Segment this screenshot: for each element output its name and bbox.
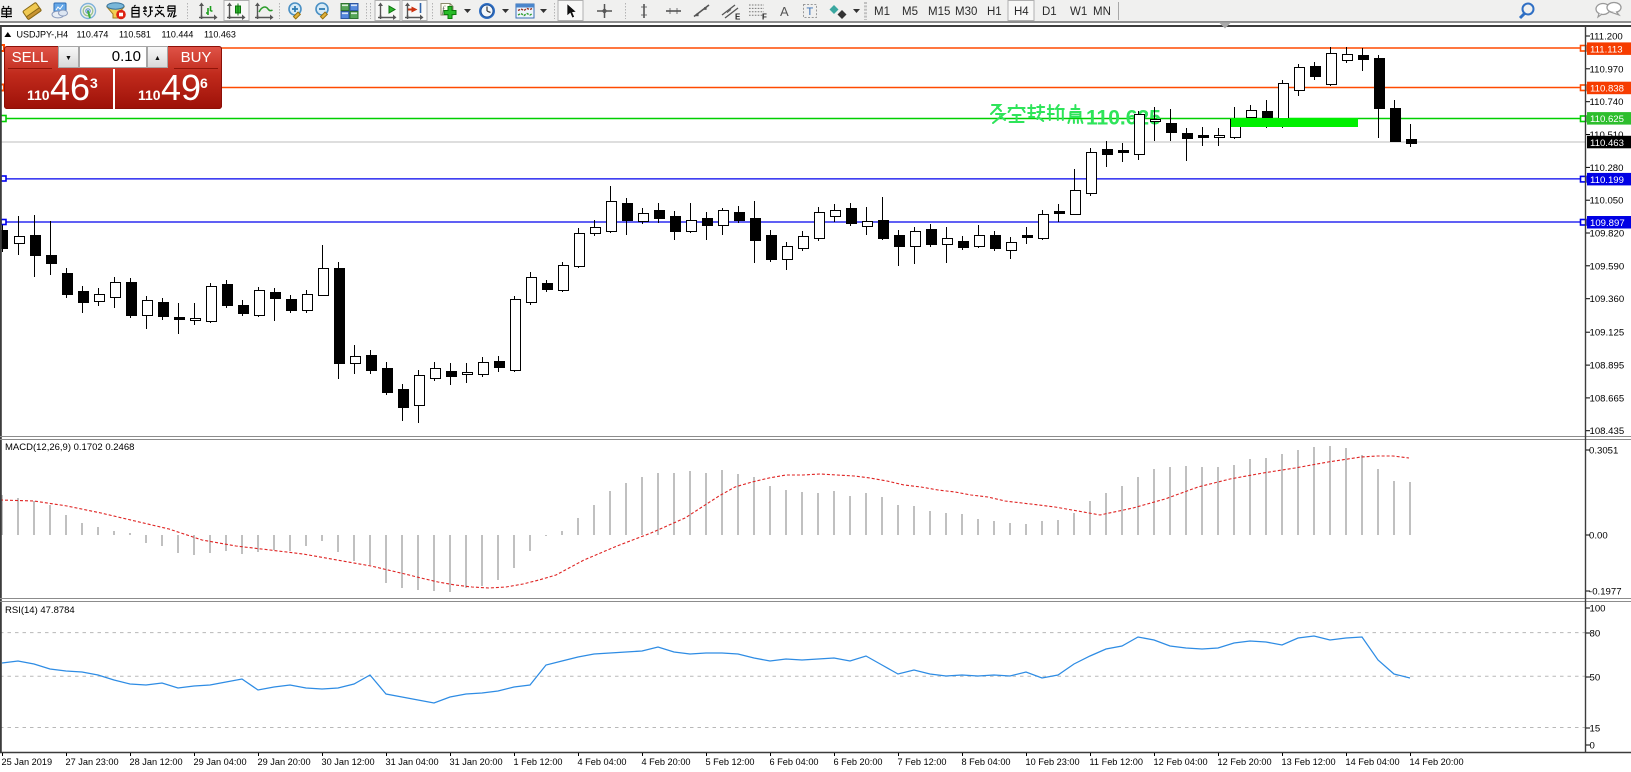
svg-text:110.838: 110.838 [1590,84,1624,95]
svg-text:110.463: 110.463 [204,30,236,40]
svg-text:110.740: 110.740 [1590,97,1624,108]
svg-text:29 Jan 04:00: 29 Jan 04:00 [194,757,247,767]
svg-text:1 Feb 12:00: 1 Feb 12:00 [514,757,563,767]
svg-text:14 Feb 20:00: 14 Feb 20:00 [1410,757,1464,767]
svg-text:T: T [807,6,814,18]
svg-text:111.113: 111.113 [1590,44,1623,55]
svg-text:111.200: 111.200 [1590,32,1623,43]
svg-text:4 Feb 04:00: 4 Feb 04:00 [578,757,627,767]
svg-text:E: E [735,13,741,22]
svg-text:108.435: 108.435 [1590,426,1625,437]
svg-text:M1: M1 [874,6,890,18]
svg-text:80: 80 [1590,629,1601,640]
svg-text:109.897: 109.897 [1590,218,1625,229]
svg-text:50: 50 [1590,673,1601,684]
svg-text:110.474: 110.474 [77,30,109,40]
svg-text:109.820: 109.820 [1590,229,1625,240]
svg-text:28 Jan 12:00: 28 Jan 12:00 [130,757,183,767]
svg-text:4 Feb 20:00: 4 Feb 20:00 [642,757,691,767]
svg-text:110.444: 110.444 [162,30,194,40]
svg-text:-0.1977: -0.1977 [1589,587,1622,598]
svg-text:7 Feb 12:00: 7 Feb 12:00 [898,757,947,767]
svg-text:H4: H4 [1014,6,1029,18]
svg-text:110.581: 110.581 [119,30,151,40]
svg-text:108.665: 108.665 [1590,393,1625,404]
svg-text:A: A [780,4,789,19]
svg-text:108.895: 108.895 [1590,361,1625,372]
svg-text:F: F [762,13,767,22]
svg-text:M5: M5 [902,6,918,18]
svg-text:29 Jan 20:00: 29 Jan 20:00 [258,757,311,767]
svg-text:25 Jan 2019: 25 Jan 2019 [2,757,53,767]
svg-text:30 Jan 12:00: 30 Jan 12:00 [322,757,375,767]
svg-text:110.510: 110.510 [1590,130,1624,141]
svg-text:109.590: 109.590 [1590,261,1625,272]
svg-text:109.360: 109.360 [1590,294,1625,305]
svg-text:0.00: 0.00 [1589,531,1608,542]
svg-text:109.125: 109.125 [1590,328,1625,339]
svg-text:5 Feb 12:00: 5 Feb 12:00 [706,757,755,767]
svg-text:8 Feb 04:00: 8 Feb 04:00 [962,757,1011,767]
svg-text:31 Jan 04:00: 31 Jan 04:00 [386,757,439,767]
svg-text:MACD(12,26,9) 0.1702 0.2468: MACD(12,26,9) 0.1702 0.2468 [5,442,134,453]
svg-text:15: 15 [1590,724,1601,735]
svg-text:12 Feb 20:00: 12 Feb 20:00 [1218,757,1272,767]
svg-text:12 Feb 04:00: 12 Feb 04:00 [1154,757,1208,767]
svg-text:0: 0 [1590,741,1595,752]
svg-text:110.280: 110.280 [1590,163,1624,174]
svg-text:14 Feb 04:00: 14 Feb 04:00 [1346,757,1400,767]
svg-text:13 Feb 12:00: 13 Feb 12:00 [1282,757,1336,767]
svg-text:W1: W1 [1070,6,1087,18]
svg-text:31 Jan 20:00: 31 Jan 20:00 [450,757,503,767]
svg-text:110.625: 110.625 [1086,107,1161,130]
svg-text:11 Feb 12:00: 11 Feb 12:00 [1090,757,1143,767]
svg-text:100: 100 [1590,604,1606,615]
svg-text:110.463: 110.463 [1590,138,1624,149]
svg-text:6 Feb 04:00: 6 Feb 04:00 [770,757,819,767]
svg-text:110.199: 110.199 [1590,175,1624,186]
svg-text:6 Feb 20:00: 6 Feb 20:00 [834,757,883,767]
svg-text:M15: M15 [928,6,950,18]
svg-text:110.625: 110.625 [1590,114,1624,125]
svg-text:RSI(14) 47.8784: RSI(14) 47.8784 [5,605,75,616]
svg-text:10 Feb 23:00: 10 Feb 23:00 [1026,757,1080,767]
svg-text:USDJPY-,H4: USDJPY-,H4 [17,30,69,40]
svg-text:0.3051: 0.3051 [1589,446,1618,457]
svg-text:D1: D1 [1042,6,1057,18]
svg-text:H1: H1 [987,6,1002,18]
svg-text:MN: MN [1093,6,1111,18]
svg-text:27 Jan 23:00: 27 Jan 23:00 [66,757,119,767]
svg-text:M30: M30 [955,6,977,18]
svg-text:110.970: 110.970 [1590,64,1624,75]
svg-text:f: f [442,5,446,15]
svg-text:110.050: 110.050 [1590,196,1624,207]
